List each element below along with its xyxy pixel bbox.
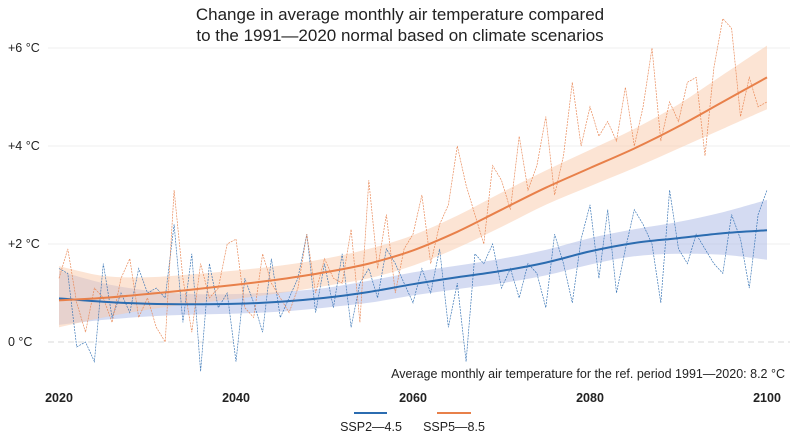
- y-tick-label: +2 °C: [8, 237, 40, 251]
- x-tick-label: 2080: [576, 391, 604, 405]
- legend-label-ssp585: SSP5—8.5: [423, 420, 485, 434]
- legend-label-ssp245: SSP2—4.5: [340, 420, 402, 434]
- x-tick-label: 2100: [753, 391, 781, 405]
- chart-title-line-2: to the 1991—2020 normal based on climate…: [196, 26, 603, 45]
- x-tick-label: 2060: [399, 391, 427, 405]
- chart-title-line-1: Change in average monthly air temperatur…: [196, 5, 604, 24]
- x-axis-tick-labels: 2020 2040 2060 2080 2100: [45, 391, 781, 405]
- trend-line-ssp245: [58, 229, 768, 306]
- reference-note: Average monthly air temperature for the …: [391, 367, 785, 381]
- band-ssp585: [59, 45, 767, 328]
- trend-lines: [58, 76, 768, 306]
- y-tick-label: +6 °C: [8, 41, 40, 55]
- x-tick-label: 2040: [222, 391, 250, 405]
- trend-line-ssp585: [58, 76, 768, 302]
- y-axis-tick-labels: 0 °C +2 °C +4 °C +6 °C: [8, 41, 40, 349]
- x-tick-label: 2020: [45, 391, 73, 405]
- annual-line-ssp245: [58, 189, 768, 372]
- y-tick-label: +4 °C: [8, 139, 40, 153]
- y-tick-label: 0 °C: [8, 335, 32, 349]
- legend: SSP2—4.5 SSP5—8.5: [340, 412, 485, 434]
- annual-line-ssp585: [58, 17, 768, 344]
- annual-lines: [58, 17, 768, 372]
